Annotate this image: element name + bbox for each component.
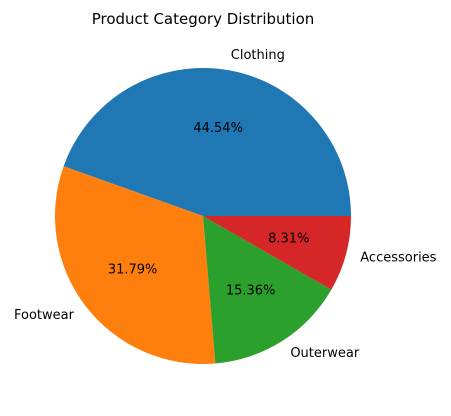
chart-title: Product Category Distribution <box>92 10 315 28</box>
pie-labels: 44.54% Clothing 31.79% Footwear 15.36% Outerw… <box>14 48 437 361</box>
slice-footwear <box>54 166 216 364</box>
slice-accessories <box>203 216 351 290</box>
pie-slices <box>54 67 352 364</box>
category-label-accessories: Accessories <box>360 251 436 266</box>
pct-label-footwear: 31.79% <box>108 263 158 278</box>
pct-label-accessories: 8.31% <box>268 231 309 246</box>
slice-clothing <box>63 67 352 216</box>
category-label-footwear: Footwear <box>14 308 75 323</box>
pct-label-outerwear: 15.36% <box>226 283 276 298</box>
pct-label-clothing: 44.54% <box>193 121 243 136</box>
category-label-clothing: Clothing <box>231 48 285 63</box>
category-label-outerwear: Outerwear <box>290 346 360 361</box>
slice-outerwear <box>203 216 332 364</box>
